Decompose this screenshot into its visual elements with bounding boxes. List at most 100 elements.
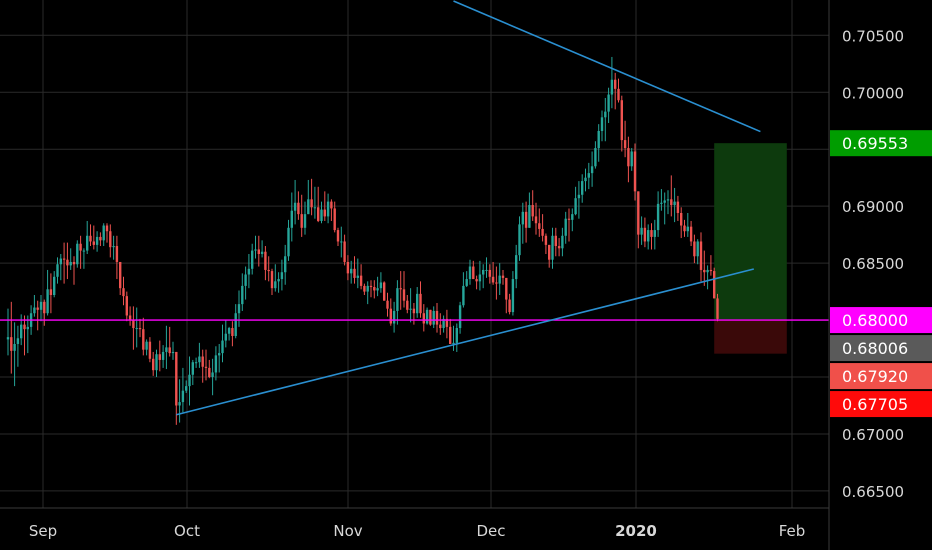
candle-body [557, 246, 561, 249]
candle [495, 266, 498, 300]
stop-zone[interactable] [714, 320, 787, 354]
candle [557, 238, 561, 257]
candle-body [95, 236, 99, 245]
candle-body [680, 212, 683, 226]
candle [277, 272, 280, 293]
candle [310, 178, 313, 216]
price-axis[interactable]: 0.70500 0.70000 0.69000 0.68500 0.67000 0.665… [842, 27, 904, 501]
candle-body [274, 281, 277, 289]
candle-body [561, 235, 564, 249]
candle [600, 110, 604, 142]
candle-body [333, 208, 336, 231]
candle [422, 304, 425, 332]
candle [231, 321, 234, 347]
candle-body [23, 324, 26, 330]
target-zone[interactable] [714, 143, 787, 321]
candle-body [234, 313, 237, 337]
candle [353, 256, 356, 284]
candle [683, 219, 686, 237]
candle [125, 291, 128, 322]
candle-body [56, 264, 59, 277]
candle-body [76, 243, 79, 265]
candle [538, 208, 541, 237]
candle [284, 244, 287, 285]
candle [548, 244, 551, 268]
candle [617, 78, 620, 103]
candle [488, 264, 491, 284]
candle [152, 351, 155, 376]
candle-body [551, 235, 554, 260]
candle-body [211, 372, 214, 378]
candle-body [227, 328, 231, 334]
candle-body [676, 201, 680, 213]
candle-body [429, 309, 432, 325]
candle [640, 216, 643, 245]
candle-body [89, 235, 92, 242]
candle-body [155, 354, 158, 371]
candle [95, 231, 99, 252]
candle [135, 307, 138, 348]
candle [142, 317, 145, 356]
time-axis[interactable]: Sep Oct Nov Dec 2020 Feb [29, 522, 805, 540]
candle [188, 356, 191, 406]
candle [62, 242, 66, 284]
candle-body [614, 79, 617, 89]
candle [247, 254, 251, 289]
candle [442, 315, 445, 333]
candle-body [251, 250, 254, 269]
candle [251, 243, 254, 275]
time-tick-label: Nov [333, 522, 362, 540]
trendline-upper-resistance[interactable] [453, 0, 761, 133]
candle-body [323, 209, 326, 217]
candle-body [128, 315, 132, 321]
candle-body [313, 207, 317, 209]
candle [274, 264, 277, 292]
candle [185, 380, 188, 393]
candle-body [716, 298, 719, 319]
candle-body [590, 166, 594, 174]
candle-body [630, 151, 633, 167]
candle [501, 269, 505, 285]
candle-body [495, 282, 498, 284]
candle-body [369, 285, 373, 288]
candle-body [152, 358, 155, 371]
candle-body [257, 249, 260, 254]
candle-body [99, 236, 102, 241]
candle-body [20, 324, 23, 339]
candle [392, 301, 396, 333]
candle-body [356, 275, 359, 278]
candle-body [610, 79, 614, 95]
candle-body [409, 308, 412, 310]
candle [478, 260, 482, 291]
price-tag: 0.68006 [830, 335, 932, 362]
candle [574, 186, 577, 216]
price-tag-bg [830, 130, 932, 157]
candle-body [686, 226, 689, 232]
candle-body [218, 353, 221, 356]
candle-body [587, 173, 590, 178]
candle-body [597, 130, 600, 149]
candle [458, 301, 462, 334]
candle [56, 257, 59, 284]
candle [178, 379, 181, 423]
candle-body [260, 251, 264, 254]
candle [165, 325, 168, 370]
price-tag-label: 0.67705 [842, 395, 908, 414]
candle-body [488, 269, 491, 277]
drawing-lines[interactable] [0, 0, 829, 416]
candle-body [416, 293, 419, 314]
candle-body [617, 88, 620, 101]
candle [317, 186, 320, 223]
candle-body [653, 230, 656, 237]
candle [119, 261, 122, 296]
time-tick-label: Feb [779, 522, 806, 540]
price-tag-bg [830, 363, 932, 390]
candle-body [221, 340, 224, 354]
candle-body [412, 308, 416, 314]
candle-body [241, 285, 244, 305]
time-tick-label: Dec [476, 522, 505, 540]
candle-body [10, 337, 13, 351]
price-tag: 0.68000 [830, 307, 932, 334]
trendline-lower-support[interactable] [176, 268, 754, 416]
